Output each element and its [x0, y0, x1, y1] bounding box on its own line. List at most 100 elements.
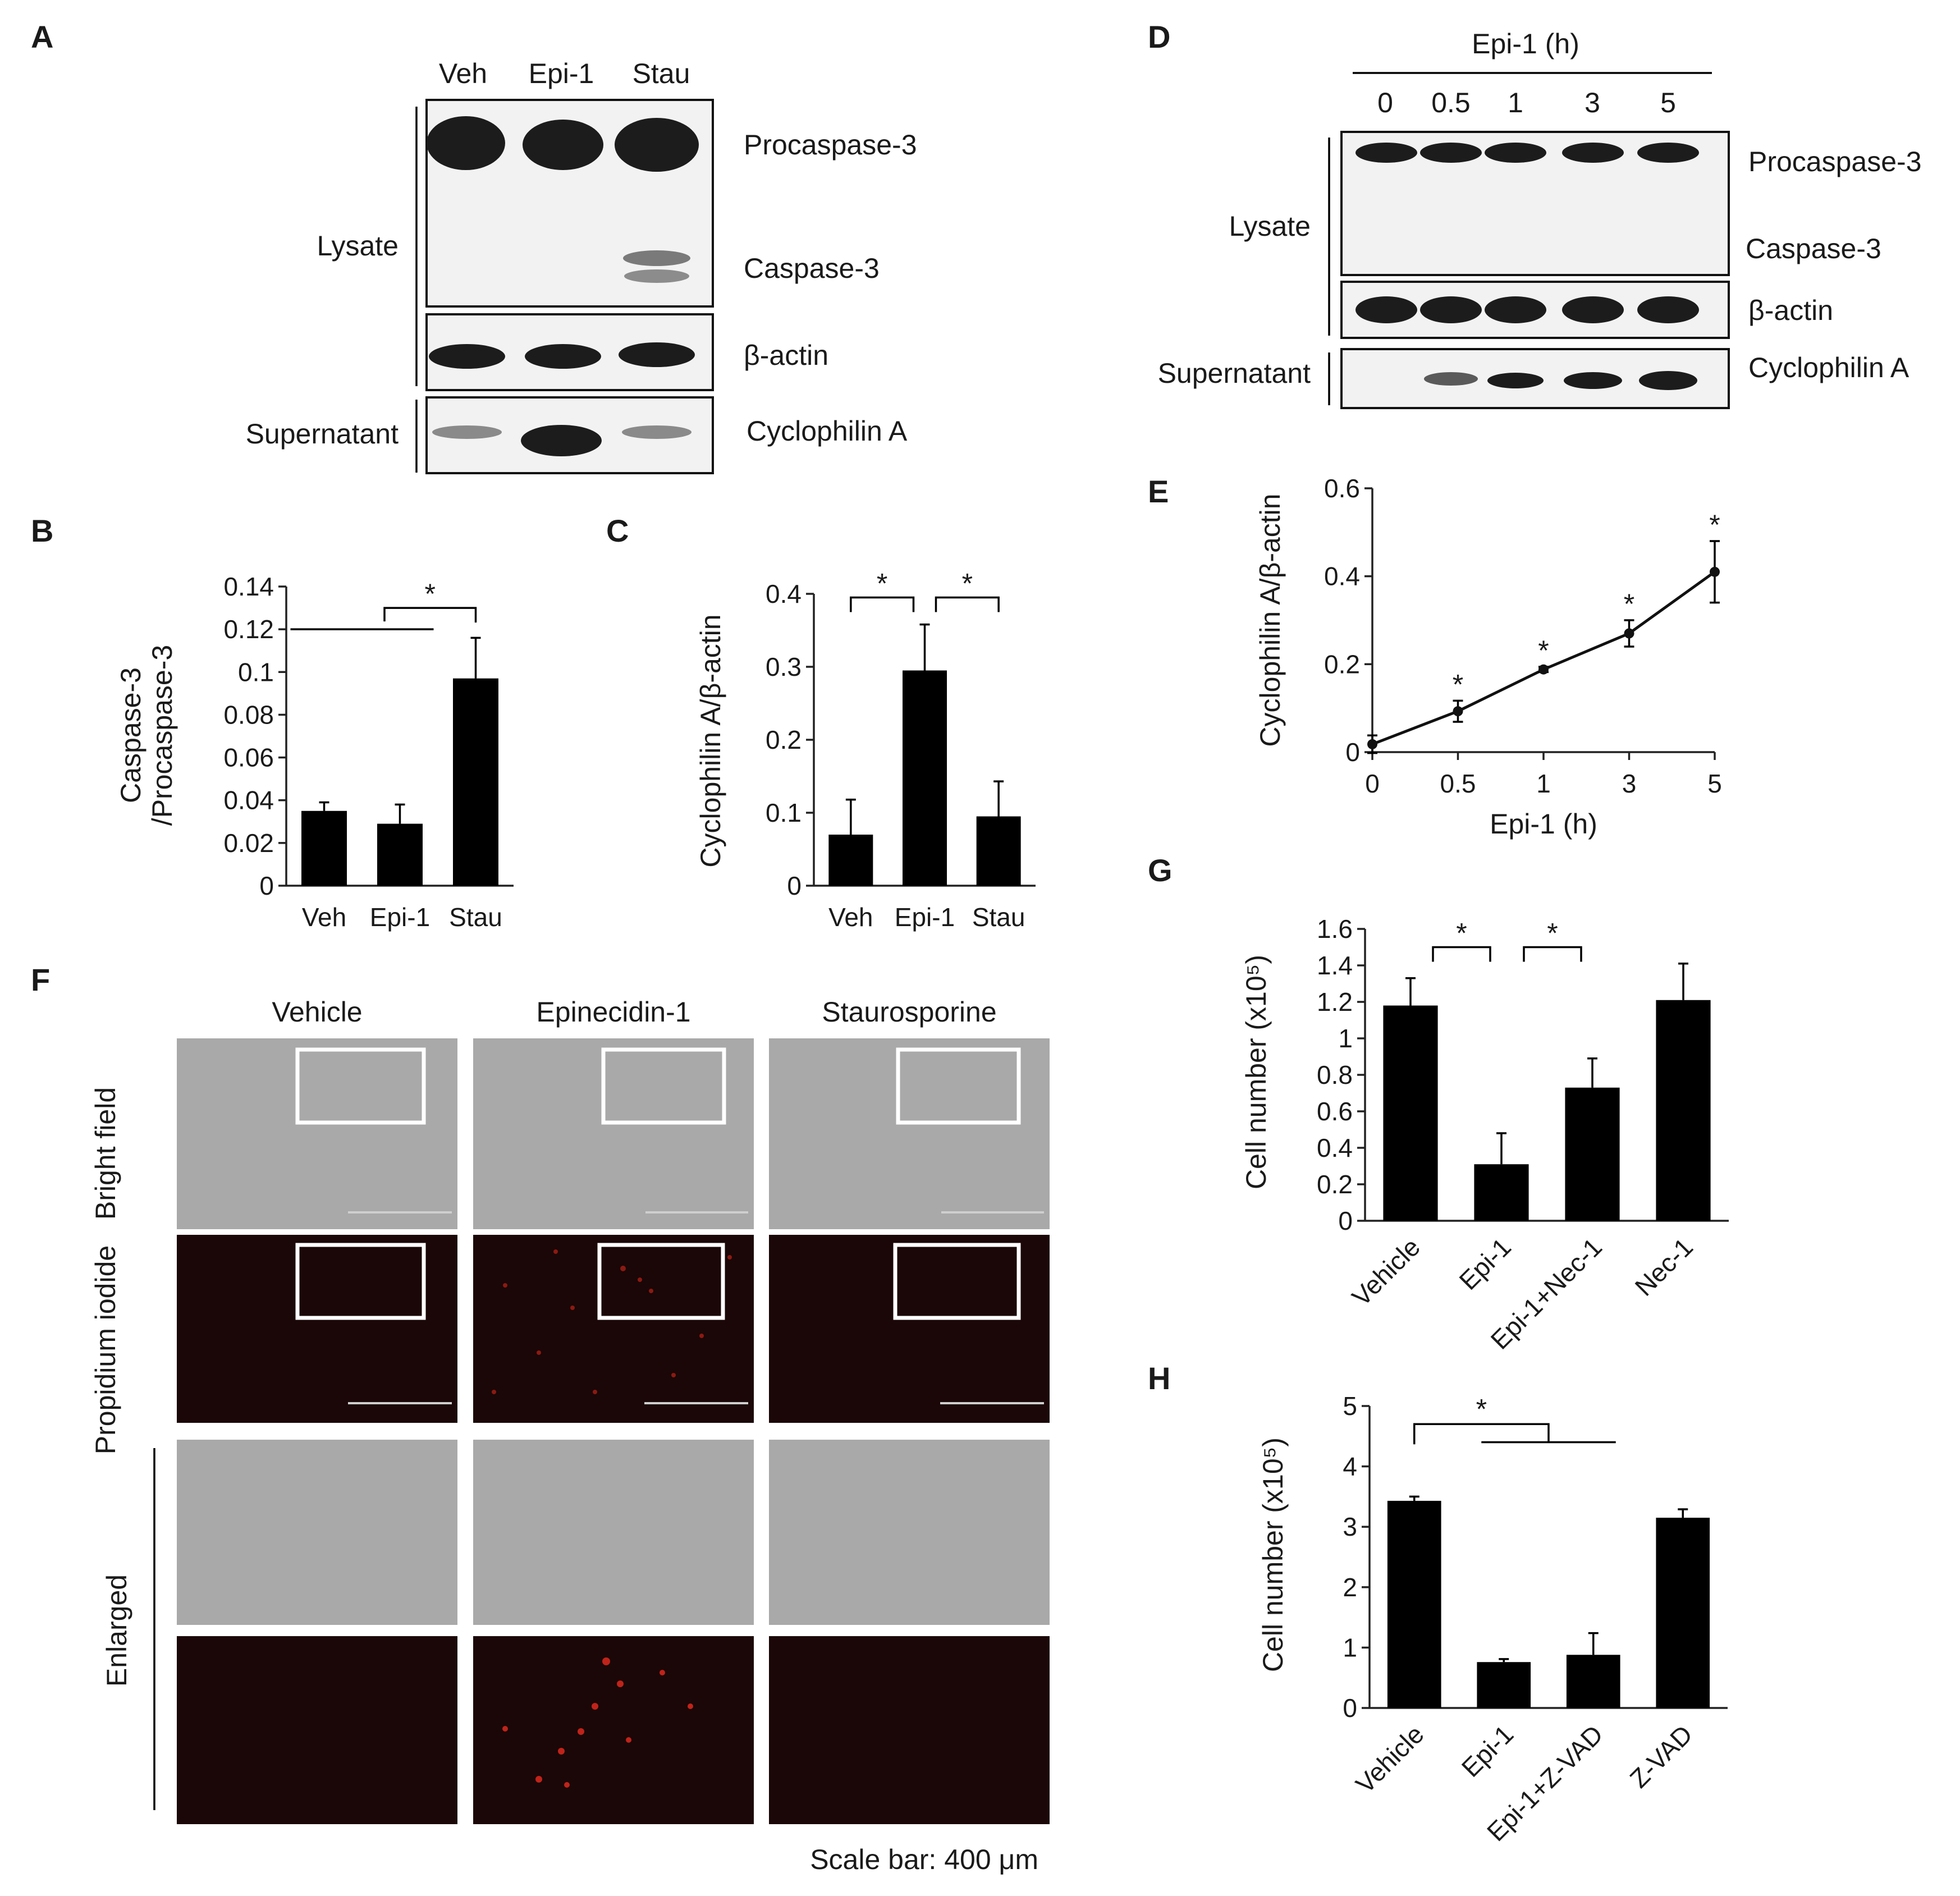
scale-bar-caption: Scale bar: 400 μm — [810, 1844, 1038, 1875]
bar — [1474, 1164, 1529, 1221]
band-label: Caspase-3 — [1746, 233, 1881, 264]
panel-d: D Epi-1 (h) 0 0.5 1 3 5 Lysate Supernata… — [1148, 19, 1922, 409]
group-label: Lysate — [1229, 210, 1311, 242]
significance-bracket — [383, 607, 477, 623]
significance-star: * — [1538, 635, 1549, 666]
significance-star: * — [1456, 918, 1467, 949]
blot-band — [1637, 296, 1699, 323]
y-tick-label: 0.1 — [766, 798, 802, 827]
zoom-region-box — [601, 1047, 726, 1125]
y-tick-label: 0.6 — [1324, 474, 1360, 503]
x-tick-label: 1 — [1536, 769, 1551, 798]
column-label: Epinecidin-1 — [536, 996, 690, 1028]
blot-band — [432, 425, 502, 439]
y-tick-label: 0 — [1343, 1693, 1357, 1723]
blot-band — [1355, 296, 1417, 323]
row-label: Propidium iodide — [90, 1245, 121, 1454]
significance-star: * — [1624, 588, 1634, 620]
blot-band — [1562, 143, 1624, 163]
band-label: β-actin — [744, 340, 828, 371]
zoom-region-box — [295, 1243, 426, 1320]
y-axis-label: Cyclophilin A/β-actin — [695, 614, 726, 867]
y-tick-label: 1 — [1338, 1024, 1353, 1053]
fluorescence-image — [769, 1235, 1050, 1423]
bar — [1656, 1518, 1710, 1708]
y-tick-label: 0.4 — [766, 579, 802, 608]
zoom-region-box — [896, 1047, 1021, 1125]
y-tick-label: 0 — [1338, 1206, 1353, 1235]
blot-band — [1487, 373, 1544, 388]
bar — [828, 835, 873, 886]
data-point — [1710, 566, 1720, 577]
band-label: Cyclophilin A — [747, 415, 908, 447]
bright-field-image — [473, 1038, 754, 1229]
bar — [453, 678, 498, 886]
y-tick-label: 0.8 — [1317, 1060, 1353, 1089]
bright-field-image — [177, 1038, 457, 1229]
y-axis-label: Cyclophilin A/β-actin — [1254, 493, 1286, 747]
x-tick-label: 0.5 — [1440, 769, 1476, 798]
y-axis-label: /Procaspase-3 — [146, 645, 178, 826]
zoom-region-box — [295, 1047, 426, 1125]
y-tick-label: 0.06 — [223, 743, 274, 772]
y-axis-label: Caspase-3 — [115, 667, 146, 803]
y-tick-label: 0.1 — [238, 657, 274, 686]
y-tick-label: 0.02 — [223, 828, 274, 858]
lane-label: 0.5 — [1431, 87, 1471, 118]
lane-label: 0 — [1377, 87, 1393, 118]
column-label: Staurosporine — [822, 996, 996, 1028]
panel-d-label: D — [1148, 19, 1170, 54]
y-tick-label: 0 — [787, 871, 802, 900]
band-label: Caspase-3 — [744, 253, 880, 284]
chart-e: 0 0.2 0.4 0.6 Cyclophilin A/β-actin 0 0.5 * 1 * 3 *… — [1254, 474, 1722, 840]
chart-c: 0 0.1 0.2 0.3 0.4 Cyclophilin A/β-actin Veh Epi… — [695, 568, 1036, 932]
fluorescence-image — [177, 1235, 457, 1423]
row-label: Enlarged — [101, 1574, 132, 1687]
significance-bracket — [1432, 946, 1491, 962]
fluorescence-image — [473, 1235, 754, 1423]
blot-band — [523, 120, 603, 170]
x-tick-label: Epi-1 — [370, 903, 430, 932]
bar — [903, 670, 947, 886]
x-tick-label: Vehicle — [1350, 1719, 1430, 1799]
x-tick-label: Veh — [828, 903, 873, 932]
blot-band — [1564, 372, 1622, 389]
y-tick-label: 0.08 — [223, 700, 274, 729]
y-tick-label: 4 — [1343, 1452, 1357, 1481]
x-tick-label: Epi-1 — [895, 903, 955, 932]
y-tick-label: 0.12 — [223, 615, 274, 644]
row-label: Bright field — [90, 1087, 121, 1220]
x-tick-label: 0 — [1365, 769, 1380, 798]
x-tick-label: Veh — [302, 903, 346, 932]
lane-label: 3 — [1585, 87, 1600, 118]
blot-band — [623, 250, 690, 266]
bar — [1383, 1005, 1438, 1221]
bar — [377, 823, 423, 886]
x-tick-label: Epi-1 — [1453, 1232, 1517, 1295]
y-tick-label: 1.6 — [1317, 914, 1353, 944]
group-label: Supernatant — [1158, 358, 1311, 389]
bar — [1477, 1662, 1531, 1708]
panel-c-label: C — [606, 513, 629, 548]
panel-h-label: H — [1148, 1361, 1170, 1396]
y-tick-label: 1 — [1343, 1633, 1357, 1662]
blot-band — [1420, 143, 1482, 163]
blot-band — [1355, 143, 1417, 163]
bar — [301, 810, 347, 886]
blot-band — [1485, 296, 1546, 323]
panel-g-label: G — [1148, 853, 1173, 888]
lane-label: 1 — [1508, 87, 1523, 118]
significance-star: * — [1547, 918, 1558, 949]
treatment-label: Epi-1 (h) — [1472, 28, 1579, 59]
blot-band — [1639, 371, 1697, 390]
y-tick-label: 0.14 — [223, 572, 274, 601]
chart-g: 0 0.2 0.4 0.6 0.8 1 1.2 1.4 1.6 Cell number (x10⁵… — [1240, 914, 1729, 1355]
blot-band — [1562, 296, 1624, 323]
blot-band — [521, 425, 602, 456]
chart-b: 0 0.02 0.04 0.06 0.08 0.1 0.12 0.14 Caspase-3/Pr… — [115, 572, 514, 932]
blot-band — [1485, 143, 1546, 163]
column-label: Vehicle — [272, 996, 362, 1028]
x-tick-label: Stau — [972, 903, 1025, 932]
